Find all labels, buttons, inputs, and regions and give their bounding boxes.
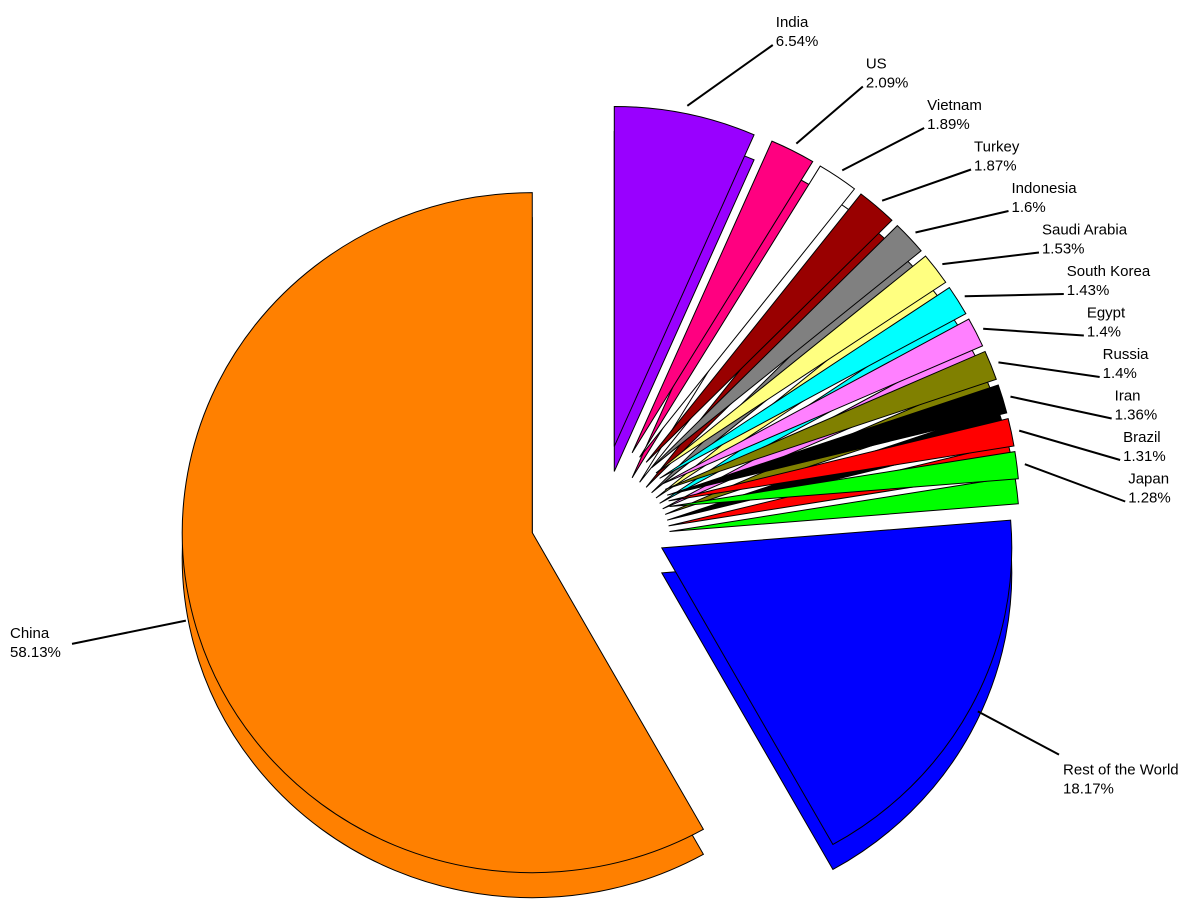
slice: [645, 193, 893, 463]
value-label: 2.09%: [866, 75, 909, 92]
leader-line: [942, 251, 1040, 266]
value-label: 58.13%: [10, 644, 61, 661]
value-label: 1.28%: [1128, 490, 1171, 507]
slice: [662, 318, 984, 485]
slice-label: South Korea: [1067, 263, 1151, 280]
slice-label: Vietnam: [927, 97, 982, 114]
leader-line: [977, 710, 1060, 756]
slice: [651, 224, 922, 469]
leader-line: [998, 361, 1100, 378]
slice: [655, 255, 947, 474]
leader-line: [964, 293, 1064, 298]
slice-label: India: [776, 14, 809, 31]
slice-label: China: [10, 625, 50, 642]
slice: [181, 192, 705, 874]
value-label: 1.87%: [974, 158, 1017, 175]
leader-line: [795, 85, 864, 145]
value-label: 1.4%: [1087, 324, 1121, 341]
leader-line: [1010, 395, 1112, 420]
slice-label: Brazil: [1123, 429, 1161, 446]
slice: [664, 350, 997, 490]
slice-label: Turkey: [974, 139, 1020, 156]
slice: [668, 417, 1015, 502]
value-label: 1.31%: [1123, 448, 1166, 465]
leader-line: [1024, 463, 1126, 503]
slice-label: Russia: [1103, 346, 1150, 363]
slice: [639, 165, 856, 458]
slice: [660, 519, 1013, 846]
value-label: 1.4%: [1103, 365, 1137, 382]
slice: [613, 105, 755, 447]
leader-line: [983, 327, 1084, 337]
value-label: 6.54%: [776, 33, 819, 50]
slice-label: Rest of the World: [1063, 762, 1179, 779]
slice-label: Japan: [1128, 471, 1169, 488]
slice-label: US: [866, 56, 887, 73]
slice: [669, 451, 1019, 507]
value-label: 1.36%: [1115, 407, 1158, 424]
slice: [631, 140, 814, 454]
value-label: 1.43%: [1067, 282, 1110, 299]
value-label: 18.17%: [1063, 781, 1114, 798]
slice: [666, 384, 1008, 496]
slice-label: Indonesia: [1012, 180, 1078, 197]
leader-line: [686, 44, 774, 107]
value-label: 1.53%: [1042, 241, 1085, 258]
leader-line: [841, 127, 925, 172]
value-label: 1.89%: [927, 116, 970, 133]
slice-label: Iran: [1115, 388, 1141, 405]
value-label: 1.6%: [1012, 199, 1046, 216]
leader-line: [71, 619, 187, 645]
slice-label: Saudi Arabia: [1042, 222, 1128, 239]
leader-line: [1018, 429, 1121, 461]
leader-line: [881, 168, 972, 202]
leader-line: [915, 210, 1009, 234]
slice-label: Egypt: [1087, 305, 1126, 322]
slice: [659, 286, 967, 479]
